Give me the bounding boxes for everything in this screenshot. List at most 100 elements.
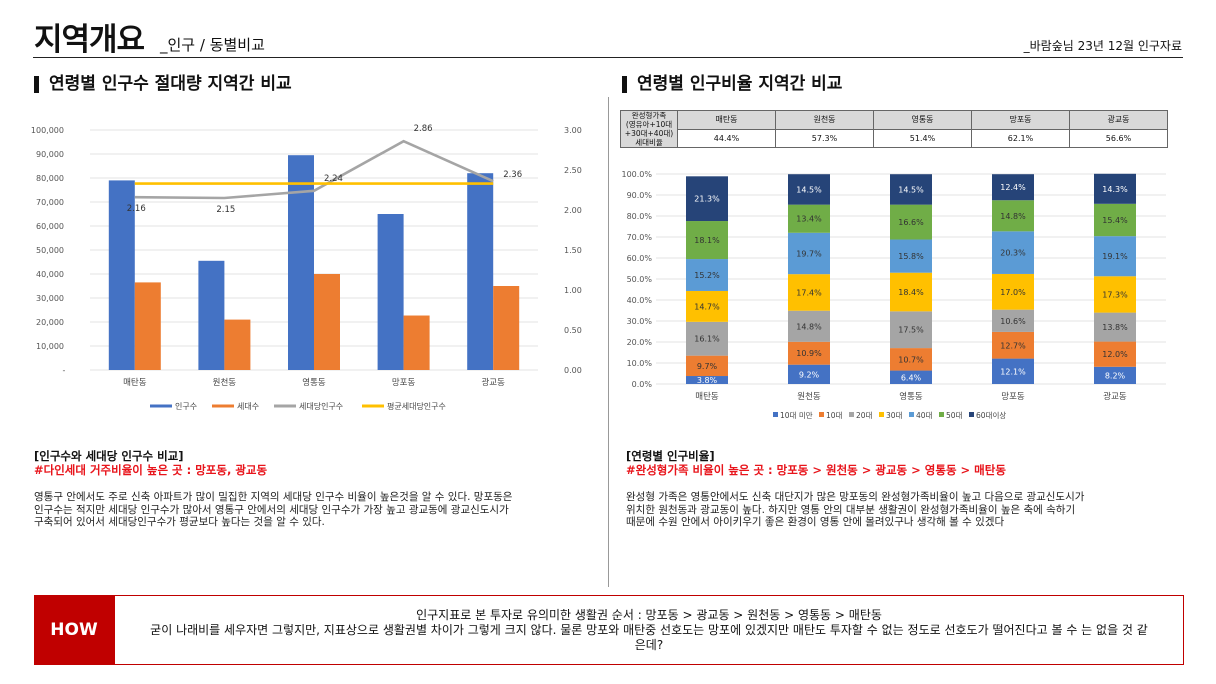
bar-세대수 bbox=[224, 319, 251, 370]
chart-y-axis: 0.0% 10.0% 20.0% 30.0% 40.0% 50.0% 60.0% 70.0% 8… bbox=[621, 170, 652, 389]
bar-segment bbox=[992, 200, 1034, 232]
table-cell: 57.3% bbox=[775, 128, 874, 148]
family-ratio-table: 완성형가족 (영유아+10대 +30대+40대) 세대비율 매탄동 원천동 영통… bbox=[620, 110, 1168, 148]
header-divider bbox=[33, 57, 1183, 58]
note-title: [인구수와 세대당 인구수 비교] bbox=[34, 449, 184, 463]
table-col-header: 매탄동 bbox=[677, 110, 776, 130]
data-label: 14.8% bbox=[796, 322, 822, 331]
bar-segment bbox=[788, 174, 830, 205]
y-tick-label: 80,000 bbox=[36, 174, 64, 183]
table-label-line: 완성형가족 bbox=[631, 111, 667, 120]
data-label: 9.2% bbox=[799, 370, 820, 379]
data-label: 20.3% bbox=[1000, 249, 1026, 258]
y2-tick-label: 1.50 bbox=[564, 246, 582, 255]
legend-label: 세대당인구수 bbox=[299, 401, 343, 411]
table-col-header: 영통동 bbox=[873, 110, 972, 130]
bar-segment bbox=[788, 341, 830, 365]
data-label: 17.4% bbox=[796, 288, 822, 297]
y-tick-label: 10,000 bbox=[36, 342, 64, 351]
how-line-1: 인구지표로 본 투자로 유의미한 생활권 순서 : 망포동 > 광교동 > 원천… bbox=[416, 607, 882, 622]
legend-swatch bbox=[819, 412, 824, 417]
data-label: 2.15 bbox=[216, 205, 235, 215]
x-tick-label: 광교동 bbox=[1103, 391, 1127, 402]
bar-segment bbox=[686, 259, 728, 291]
bar-segment bbox=[788, 364, 830, 384]
bar-segment bbox=[1094, 276, 1136, 313]
y-tick-label: 100,000 bbox=[31, 126, 64, 135]
bar-segment bbox=[1094, 203, 1136, 237]
chart-bars: 3.8% 9.7% 16.1% 14.7% 15.2% 18.1% 21.3% 9.2% 10.… bbox=[686, 173, 1136, 385]
table-cell: 51.4% bbox=[873, 128, 972, 148]
heading-bar-icon bbox=[34, 75, 39, 93]
table-label-line: 세대비율 bbox=[635, 138, 663, 147]
bar-segment bbox=[686, 321, 728, 356]
left-section-heading: 연령별 인구수 절대량 지역간 비교 bbox=[34, 74, 292, 94]
bar-segment bbox=[686, 221, 728, 260]
data-label: 9.7% bbox=[697, 362, 718, 371]
x-tick-label: 원천동 bbox=[213, 377, 237, 388]
y-tick-label: 0.0% bbox=[632, 380, 653, 389]
data-label: 16.1% bbox=[694, 335, 720, 344]
legend-swatch bbox=[849, 412, 854, 417]
data-label: 17.3% bbox=[1102, 290, 1128, 299]
bar-segment bbox=[890, 370, 932, 384]
data-label: 14.5% bbox=[796, 185, 822, 194]
note-body-line: 구축되어 있어서 세대당인구수가 평균보다 높다는 것을 알 수 있다. bbox=[34, 516, 325, 528]
data-label: 13.8% bbox=[1102, 323, 1128, 332]
y-tick-label: 20.0% bbox=[627, 338, 653, 347]
x-tick-label: 매탄동 bbox=[695, 391, 719, 402]
age-ratio-stacked-chart: 0.0% 10.0% 20.0% 30.0% 40.0% 50.0% 60.0% 70.0% 8… bbox=[621, 170, 1166, 420]
bar-segment bbox=[686, 176, 728, 222]
bar-인구수 bbox=[288, 155, 314, 370]
legend-swatch bbox=[939, 412, 944, 417]
data-label: 2.36 bbox=[503, 170, 522, 180]
page-title: 지역개요 bbox=[34, 22, 145, 58]
right-notes: [연령별 인구비율] #완성형가족 비율이 높은 곳 : 망포동 > 원천동 >… bbox=[626, 449, 1186, 529]
how-panel: 인구지표로 본 투자로 유의미한 생활권 순서 : 망포동 > 광교동 > 원천… bbox=[114, 595, 1184, 665]
y-tick-label: 90.0% bbox=[627, 191, 653, 200]
bar-segment bbox=[788, 274, 830, 311]
legend-label: 30대 bbox=[886, 411, 903, 420]
bar-segment bbox=[788, 310, 830, 342]
right-section-heading: 연령별 인구비율 지역간 비교 bbox=[622, 74, 842, 94]
chart-x-axis: 매탄동 원천동 영통동 망포동 광교동 bbox=[695, 391, 1127, 402]
y-tick-label: 10.0% bbox=[627, 359, 653, 368]
note-highlight: #다인세대 거주비율이 높은 곳 : 망포동, 광교동 bbox=[34, 463, 268, 477]
x-tick-label: 영통동 bbox=[302, 377, 326, 388]
population-combo-chart: - 10,000 20,000 30,000 40,000 50,000 60,000 70,… bbox=[31, 124, 582, 411]
bar-segment bbox=[992, 331, 1034, 359]
data-label: 10.9% bbox=[796, 349, 822, 358]
data-label: 15.4% bbox=[1102, 216, 1128, 225]
data-source: _바람숲님 23년 12월 인구자료 bbox=[1023, 39, 1182, 53]
table-label-line: (영유아+10대 bbox=[625, 120, 673, 129]
y-tick-label: 80.0% bbox=[627, 212, 653, 221]
y-tick-label: - bbox=[63, 366, 66, 375]
legend-label: 평균세대당인구수 bbox=[387, 401, 446, 411]
note-body-line: 영통구 안에서도 주로 신축 아파트가 많이 밀집한 지역의 세대당 인구수 비… bbox=[34, 491, 513, 503]
y-tick-label: 40,000 bbox=[36, 270, 64, 279]
x-tick-label: 망포동 bbox=[1001, 391, 1025, 402]
legend-label: 20대 bbox=[856, 411, 873, 420]
data-label: 12.1% bbox=[1000, 367, 1026, 376]
line-세대당인구수 bbox=[134, 139, 494, 200]
y2-tick-label: 3.00 bbox=[564, 126, 582, 135]
data-label: 14.5% bbox=[898, 185, 924, 194]
x-tick-label: 원천동 bbox=[797, 391, 821, 402]
data-label: 19.1% bbox=[1102, 252, 1128, 261]
legend-label: 60대이상 bbox=[976, 410, 1006, 420]
legend-label: 50대 bbox=[946, 411, 963, 420]
legend-swatch bbox=[969, 412, 974, 417]
legend-label: 인구수 bbox=[175, 401, 197, 411]
y-tick-label: 50,000 bbox=[36, 246, 64, 255]
chart-legend: 10대 미만 10대 20대 30대 40대 50대 60대이상 bbox=[773, 410, 1006, 420]
x-tick-label: 영통동 bbox=[899, 391, 923, 402]
table-label-line: +30대+40대) bbox=[624, 129, 674, 138]
bar-segment bbox=[1094, 312, 1136, 342]
data-label: 18.4% bbox=[898, 288, 924, 297]
note-title: [연령별 인구비율] bbox=[626, 449, 715, 463]
y-tick-label: 90,000 bbox=[36, 150, 64, 159]
table-col-header: 광교동 bbox=[1069, 110, 1168, 130]
y2-tick-label: 0.50 bbox=[564, 326, 582, 335]
note-body-line: 때문에 수원 안에서 아이키우기 좋은 환경이 영통 안에 몰려있구나 생각해 … bbox=[626, 516, 1005, 528]
bar-인구수 bbox=[377, 214, 404, 370]
